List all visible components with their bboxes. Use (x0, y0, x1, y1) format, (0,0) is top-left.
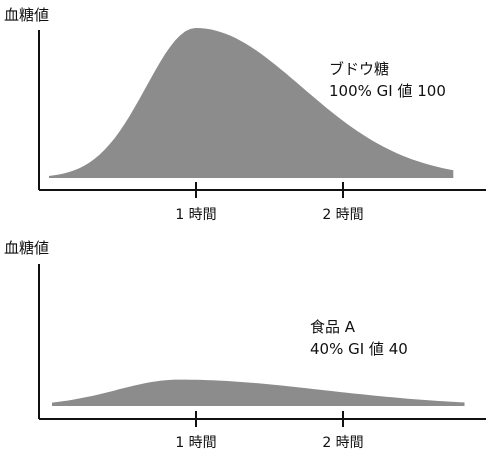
x-tick-label-2h: 2 時間 (322, 207, 364, 223)
annotation-line-1: 食品 A (310, 318, 356, 336)
annotation-glucose: ブドウ糖 100% GI 値 100 (329, 58, 446, 102)
chart-svg-food-a (38, 264, 486, 427)
x-tick-label-1h: 1 時間 (175, 435, 217, 451)
annotation-food-a: 食品 A 40% GI 値 40 (310, 316, 408, 360)
x-tick-label-1h: 1 時間 (175, 207, 217, 223)
chart-svg-glucose (38, 28, 486, 198)
annotation-line-2: 100% GI 値 100 (329, 82, 446, 100)
annotation-line-1: ブドウ糖 (329, 60, 390, 78)
annotation-line-2: 40% GI 値 40 (310, 340, 408, 358)
glucose-curve-area (49, 28, 454, 178)
y-axis-label: 血糖値 (4, 6, 50, 24)
y-axis-label: 血糖値 (4, 239, 50, 257)
chart-panel-food-a: 血糖値 1 時間 2 時間 食品 A 40% GI 値 40 (0, 228, 494, 457)
chart-panel-glucose: 血糖値 1 時間 2 時間 ブドウ糖 100% GI 値 100 (0, 0, 494, 228)
x-tick-label-2h: 2 時間 (322, 435, 364, 451)
food-a-curve-area (52, 379, 465, 406)
